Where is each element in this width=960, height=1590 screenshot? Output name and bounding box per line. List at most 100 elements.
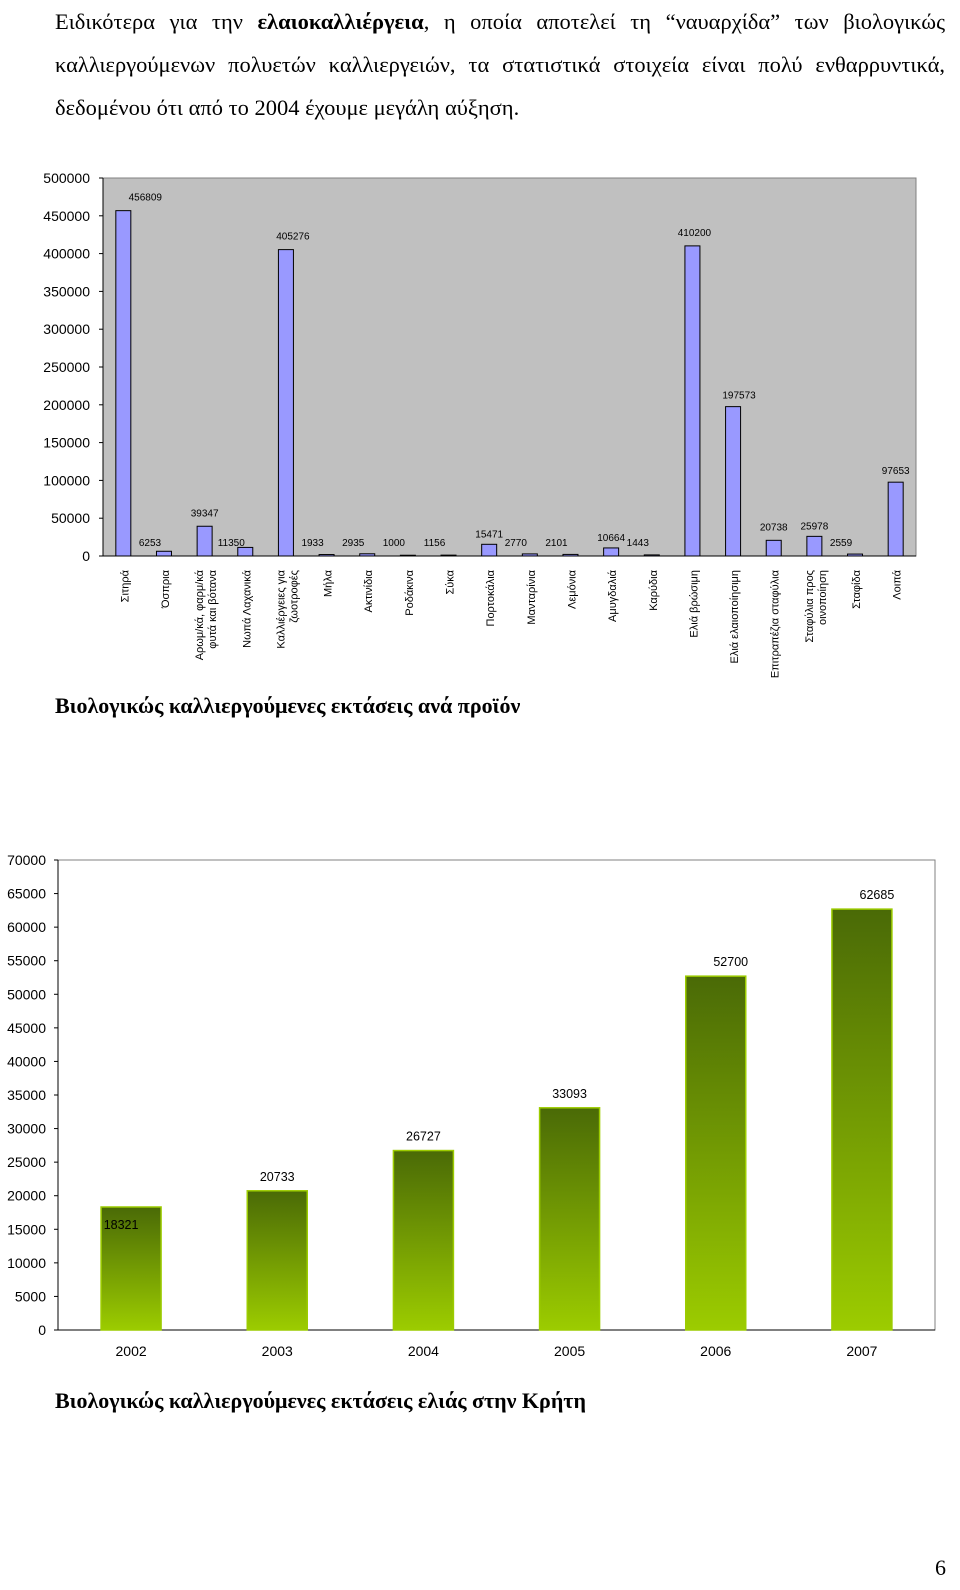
olive-area-bar-chart: 0 5000 10000 15000 20000 25000 30000 35000 40000… (7, 852, 936, 1359)
chart1-category-label: Σιτηρά (119, 569, 131, 602)
chart2-bar (538, 1107, 601, 1331)
chart2-bar (831, 908, 893, 1331)
chart1-y-tick-label: 100000 (43, 472, 90, 488)
chart1-bar (399, 554, 416, 557)
chart1-bar (806, 535, 823, 557)
chart1-data-label: 410200 (678, 228, 712, 239)
chart1-data-label: 10664 (597, 533, 625, 544)
chart1-bar (562, 553, 579, 557)
chart2-caption: Βιολογικώς καλλιεργούμενες εκτάσεις ελιά… (55, 1388, 586, 1413)
chart2-year-label: 2006 (700, 1343, 731, 1359)
chart1-data-label: 2935 (342, 538, 365, 549)
chart2-y-tick-label: 40000 (7, 1053, 46, 1069)
chart2-bar (392, 1149, 455, 1331)
chart1-data-label: 15471 (475, 529, 503, 540)
chart2-y-tick-label: 15000 (7, 1221, 46, 1237)
chart1-data-label: 39347 (191, 508, 219, 519)
chart1-data-label: 1443 (627, 538, 650, 549)
chart1-bar (521, 553, 538, 557)
chart2-y-tick-label: 65000 (7, 886, 46, 902)
chart2-data-label: 62685 (860, 888, 895, 902)
chart2-year-label: 2007 (846, 1343, 877, 1359)
chart1-data-label: 25978 (800, 521, 828, 532)
chart1-y-tick-label: 150000 (43, 435, 90, 451)
page-number: 6 (935, 1555, 946, 1580)
chart2-y-tick-label: 25000 (7, 1154, 46, 1170)
chart2-y-tick-label: 45000 (7, 1020, 46, 1036)
chart1-bar (237, 546, 254, 557)
chart1-y-tick-label: 200000 (43, 397, 90, 413)
chart2-data-label: 18321 (104, 1218, 139, 1232)
chart1-data-label: 2770 (505, 538, 528, 549)
intro-text-rest: , η οποία αποτελεί τη “ναυαρχίδα” των βι… (55, 9, 945, 120)
chart1-category-label: Λεμόνια (566, 569, 578, 609)
chart1-y-tick-label: 250000 (43, 359, 90, 375)
chart1-category-label: Μήλα (323, 569, 335, 597)
chart1-bar (440, 554, 457, 557)
chart1-data-label: 97653 (882, 466, 910, 477)
chart1-caption: Βιολογικώς καλλιεργούμενες εκτάσεις ανά … (55, 693, 521, 718)
chart1-category-label: Σταφύλια προς (804, 570, 816, 643)
chart1-category-label: Μανταρίνια (526, 569, 538, 624)
chart2-data-label: 26727 (406, 1130, 441, 1144)
chart1-bar (196, 525, 213, 557)
chart2-y-tick-label: 50000 (7, 986, 46, 1002)
chart1-category-label: Σταφίδα (851, 569, 863, 609)
chart2-y-tick-label: 5000 (15, 1288, 46, 1304)
chart1-category-label: Καρύδια (648, 569, 660, 610)
chart1-category-label: Ελιά βρώσιμη (688, 570, 700, 638)
chart2-data-label: 20733 (260, 1170, 295, 1184)
chart2-y-tick-label: 60000 (7, 919, 46, 935)
chart1-y-tick-label: 350000 (43, 283, 90, 299)
chart2-bar (100, 1206, 162, 1331)
chart1-data-label: 2101 (545, 538, 568, 549)
chart1-data-label: 11350 (218, 538, 246, 549)
chart2-plot-area (57, 859, 936, 1331)
chart2-y-tick-label: 35000 (7, 1087, 46, 1103)
chart1-bar (887, 481, 904, 557)
chart1-plot-area (102, 177, 917, 557)
chart2-y-tick-label: 10000 (7, 1255, 46, 1271)
chart1-category-label: Όσπρια (160, 569, 172, 609)
chart1-bar (277, 249, 294, 557)
chart1-category-label: Καλλιέργειες για (275, 569, 287, 648)
chart1-category-label: Σύκα (445, 569, 457, 594)
chart1-bar (643, 554, 660, 557)
crop-area-bar-chart: 0 50000 100000 150000 200000 250000 300000 3500… (43, 170, 917, 678)
chart1-y-tick-label: 450000 (43, 208, 90, 224)
chart2-y-tick-label: 20000 (7, 1188, 46, 1204)
chart1-category-label: ζωοτροφές (288, 570, 300, 623)
chart1-category-label: Ελιά ελαιοποίησιμη (729, 570, 741, 664)
chart1-bar (725, 406, 742, 557)
chart2-year-label: 2005 (554, 1343, 585, 1359)
chart1-category-label: Αμυγδαλιά (607, 569, 619, 622)
chart1-category-label: οινοποίηση (817, 570, 829, 625)
chart1-category-label: φυτά και βότανα (207, 569, 219, 648)
chart1-category-label: Αρωμ/κά, φαρμ/κά (194, 569, 206, 660)
intro-bold-term: ελαιοκαλλιέργεια (257, 9, 424, 34)
chart1-bar (684, 245, 701, 557)
chart2-y-tick-label: 70000 (7, 852, 46, 868)
chart1-data-label: 2559 (830, 538, 853, 549)
chart2-year-label: 2004 (408, 1343, 439, 1359)
chart1-category-label: Λοιπά (892, 569, 904, 599)
chart1-bar (481, 543, 498, 557)
chart1-category-label: Επιτραπέζια σταφύλια (770, 569, 782, 678)
chart1-category-label: Ροδάκινα (404, 569, 416, 615)
chart2-y-tick-label: 30000 (7, 1121, 46, 1137)
intro-text-start: Ειδικότερα για την (55, 9, 258, 34)
chart1-bar (318, 554, 335, 557)
chart1-category-label: Νωπά Λαχανικά (241, 569, 253, 647)
chart2-data-label: 33093 (552, 1087, 587, 1101)
chart2-bar (246, 1190, 308, 1331)
chart1-data-label: 1000 (383, 538, 406, 549)
chart1-bar (603, 547, 620, 557)
chart1-category-label: Πορτοκάλια (485, 569, 497, 626)
chart1-bar (765, 539, 782, 557)
chart2-y-tick-label: 55000 (7, 953, 46, 969)
chart1-bar (115, 210, 132, 557)
chart1-bar (155, 550, 172, 557)
chart1-data-label: 405276 (276, 232, 310, 243)
chart2-year-label: 2003 (262, 1343, 293, 1359)
chart1-bar (847, 553, 864, 557)
